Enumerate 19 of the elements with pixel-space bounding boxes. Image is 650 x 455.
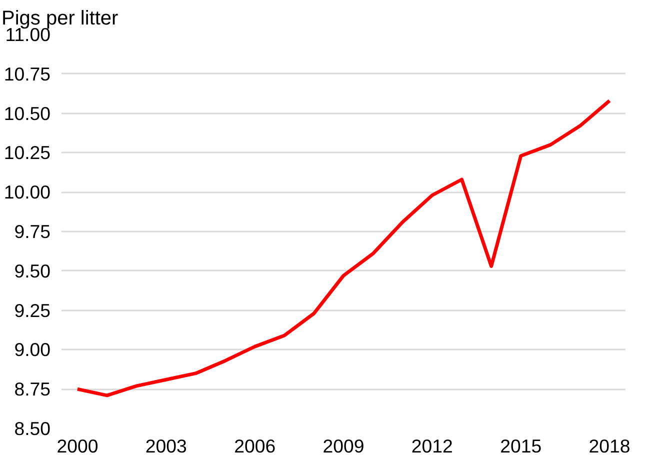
y-tick-label: 9.75 (14, 221, 50, 242)
y-tick-label: 10.25 (4, 142, 50, 164)
x-tick-label: 2015 (500, 436, 542, 455)
y-tick-label: 8.50 (14, 418, 50, 439)
line-series (76, 98, 612, 398)
x-tick-label: 2006 (234, 436, 276, 455)
y-tick-label: 9.25 (14, 300, 50, 321)
x-tick-label: 2012 (411, 436, 453, 455)
y-tick-label: 8.75 (14, 378, 50, 400)
y-tick-label: 9.00 (14, 339, 50, 360)
x-tick-label: 2003 (145, 436, 187, 455)
y-tick-label: 10.00 (4, 182, 50, 203)
y-tick-label: 10.75 (4, 63, 50, 84)
y-tick-label: 9.50 (14, 260, 50, 282)
y-tick-label: 10.50 (4, 102, 50, 124)
y-axis-title: Pigs per litter (2, 8, 119, 30)
x-tick-label: 2018 (588, 436, 630, 455)
x-tick-label: 2000 (56, 436, 98, 455)
x-tick-label: 2009 (322, 436, 364, 455)
